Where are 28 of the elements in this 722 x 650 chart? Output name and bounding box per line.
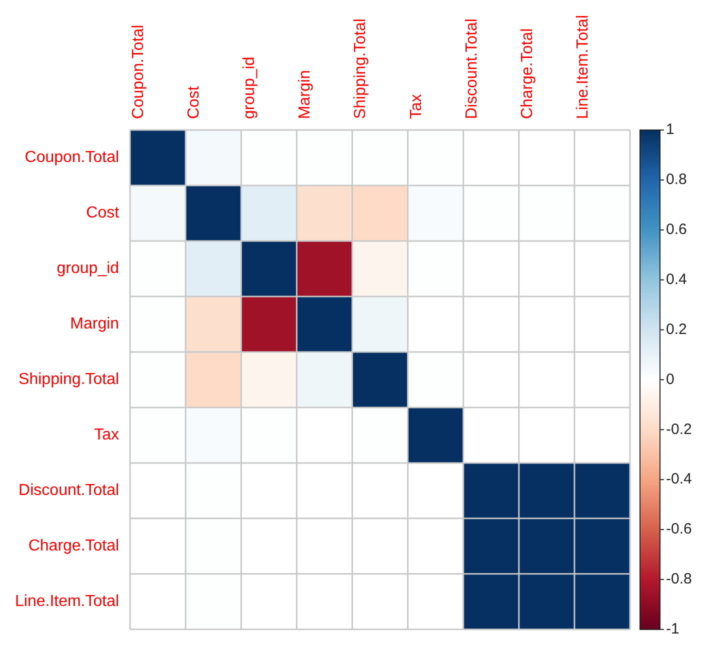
y-tick-label: Cost — [86, 204, 120, 222]
y-tick-label: group_id — [56, 260, 120, 278]
x-tick-label: Charge.Total — [518, 28, 536, 120]
x-tick-label: Tax — [408, 94, 425, 120]
y-tick-label: Coupon.Total — [24, 149, 120, 166]
y-tick-label: Line.Item.Total — [14, 593, 120, 610]
color-bar-label: 0.4 — [666, 271, 687, 288]
color-bar-label: 0.8 — [666, 171, 687, 188]
color-bar-label: -0.8 — [666, 570, 692, 588]
color-bar-label: 0.2 — [666, 320, 687, 338]
x-tick-label: Cost — [186, 86, 203, 120]
color-bar-label: -0.6 — [666, 520, 692, 538]
color-bar-label: 0.6 — [666, 221, 687, 238]
x-tick-label: group_id — [241, 56, 258, 120]
y-tick-label: Charge.Total — [28, 538, 120, 555]
color-bar-label: -0.2 — [666, 420, 692, 438]
color-bar-label: -0.4 — [666, 470, 692, 488]
y-tick-label: Discount.Total — [18, 482, 120, 500]
color-bar-label: 0 — [666, 370, 674, 388]
y-tick-label: Shipping.Total — [18, 371, 120, 388]
x-tick-label: Shipping.Total — [352, 18, 370, 120]
x-tick-label: Discount.Total — [463, 18, 480, 120]
y-tick-label: Margin — [70, 316, 120, 333]
x-tick-label: Line.Item.Total — [574, 14, 592, 120]
x-tick-label: Margin — [296, 70, 314, 120]
color-bar-label: 1 — [666, 121, 674, 138]
y-tick-label: Tax — [94, 426, 120, 444]
color-bar-label: -1 — [666, 620, 680, 638]
